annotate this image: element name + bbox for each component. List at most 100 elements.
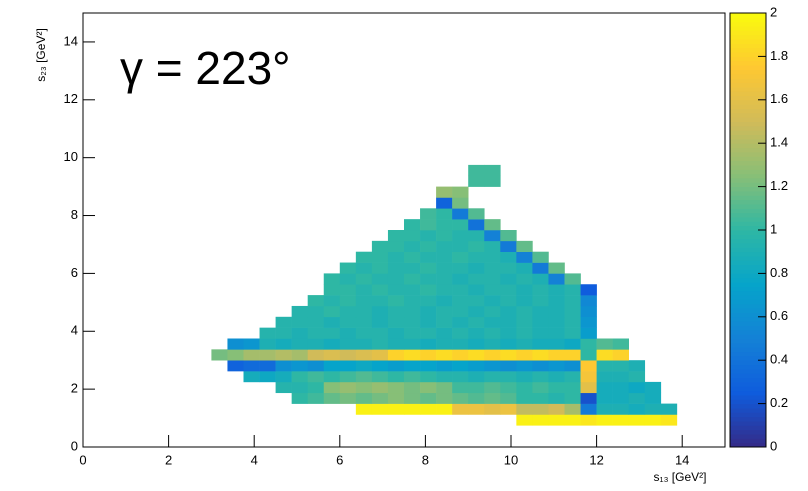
colorbar-segment bbox=[730, 429, 766, 435]
colorbar-segment bbox=[730, 52, 766, 57]
heatmap-cell bbox=[339, 305, 357, 318]
y-tick-label: 2 bbox=[71, 381, 78, 396]
colorbar-tick-label: 2 bbox=[770, 4, 777, 19]
plot-frame bbox=[82, 12, 726, 448]
colorbar-segment bbox=[730, 347, 766, 353]
heatmap-cell bbox=[484, 164, 501, 177]
heatmap-cell bbox=[420, 392, 437, 404]
heatmap-cell bbox=[516, 305, 533, 318]
heatmap-cell bbox=[307, 371, 325, 383]
heatmap-cell bbox=[339, 349, 357, 361]
heatmap-cell bbox=[468, 208, 485, 220]
heatmap-cell bbox=[259, 371, 276, 383]
heatmap-cell bbox=[436, 240, 453, 252]
heatmap-cell bbox=[500, 251, 517, 263]
heatmap-cell bbox=[628, 414, 646, 426]
heatmap-cell bbox=[339, 338, 357, 350]
heatmap-cell bbox=[243, 349, 260, 361]
heatmap-cell bbox=[420, 251, 437, 263]
y-tick-label: 10 bbox=[64, 149, 78, 164]
colorbar-segment bbox=[730, 17, 766, 23]
heatmap-cell bbox=[436, 316, 453, 328]
heatmap-cell bbox=[660, 414, 678, 426]
heatmap-cell bbox=[452, 349, 469, 361]
heatmap-cell bbox=[612, 414, 629, 426]
heatmap-cell bbox=[500, 360, 517, 372]
heatmap-cell bbox=[452, 219, 469, 231]
heatmap-cell bbox=[548, 403, 565, 415]
heatmap-cell bbox=[484, 305, 501, 318]
heatmap-cell bbox=[291, 316, 308, 328]
heatmap-cell bbox=[339, 316, 357, 328]
heatmap-cell bbox=[516, 295, 533, 307]
colorbar-segment bbox=[730, 390, 766, 396]
colorbar-segment bbox=[730, 438, 766, 444]
colorbar-segment bbox=[730, 26, 766, 31]
heatmap-cell bbox=[323, 371, 341, 383]
heatmap-cell bbox=[420, 295, 437, 307]
heatmap-cell bbox=[323, 392, 341, 404]
heatmap-cell bbox=[500, 316, 517, 328]
heatmap-cell bbox=[387, 371, 405, 383]
heatmap-cell bbox=[644, 414, 662, 426]
heatmap-cell bbox=[275, 371, 292, 383]
x-tick-label: 8 bbox=[422, 452, 429, 467]
colorbar-segment bbox=[730, 112, 766, 118]
heatmap-cell bbox=[532, 284, 549, 296]
heatmap-cell bbox=[404, 295, 421, 307]
heatmap-cell bbox=[612, 360, 629, 372]
heatmap-cell bbox=[468, 262, 485, 274]
heatmap-cell bbox=[371, 262, 389, 274]
colorbar-segment bbox=[730, 290, 766, 296]
heatmap-cell bbox=[612, 349, 629, 361]
heatmap-cell bbox=[500, 349, 517, 361]
heatmap-cell bbox=[628, 392, 646, 404]
heatmap-cell bbox=[452, 371, 469, 383]
heatmap-cell bbox=[612, 381, 629, 394]
colorbar-segment bbox=[730, 394, 766, 400]
heatmap-cell bbox=[420, 273, 437, 285]
colorbar-segment bbox=[730, 125, 766, 131]
heatmap-cell bbox=[452, 403, 469, 415]
heatmap-cell bbox=[532, 392, 549, 404]
heatmap-cell bbox=[371, 392, 389, 404]
heatmap-cell bbox=[644, 392, 662, 404]
heatmap-cell bbox=[387, 349, 405, 361]
heatmap-cell bbox=[259, 338, 276, 350]
heatmap-cell bbox=[596, 371, 613, 383]
heatmap-cell bbox=[452, 284, 469, 296]
heatmap-cell bbox=[548, 305, 565, 318]
heatmap-cell bbox=[580, 316, 597, 328]
colorbar-segment bbox=[730, 377, 766, 383]
heatmap-cell bbox=[468, 305, 485, 318]
colorbar-segment bbox=[730, 143, 766, 149]
colorbar-segment bbox=[730, 91, 766, 96]
heatmap-cell bbox=[612, 403, 629, 415]
heatmap-cell bbox=[468, 219, 485, 231]
heatmap-cell bbox=[468, 360, 485, 372]
heatmap-cell bbox=[420, 240, 437, 252]
heatmap-cell bbox=[371, 371, 389, 383]
heatmap-cell bbox=[404, 251, 421, 263]
y-axis-label: s₂₃ [GeV²] bbox=[34, 28, 48, 82]
colorbar-segment bbox=[730, 21, 766, 27]
heatmap-cell bbox=[339, 262, 357, 274]
heatmap-cell bbox=[420, 327, 437, 339]
heatmap-cell bbox=[307, 338, 325, 350]
heatmap-cell bbox=[404, 316, 421, 328]
heatmap-cell bbox=[468, 175, 485, 187]
heatmap-cell bbox=[564, 403, 581, 415]
heatmap-cell bbox=[436, 230, 453, 242]
heatmap-cell bbox=[484, 327, 501, 339]
heatmap-cell bbox=[323, 349, 341, 361]
heatmap-cell bbox=[548, 360, 565, 372]
heatmap-cell bbox=[452, 230, 469, 242]
colorbar-segment bbox=[730, 269, 766, 274]
heatmap-cell bbox=[580, 305, 597, 318]
colorbar-segment bbox=[730, 34, 766, 40]
colorbar-segment bbox=[730, 230, 766, 235]
colorbar-segment bbox=[730, 373, 766, 379]
colorbar-segment bbox=[730, 243, 766, 248]
colorbar-segment bbox=[730, 190, 766, 196]
heatmap-cell bbox=[387, 251, 405, 263]
